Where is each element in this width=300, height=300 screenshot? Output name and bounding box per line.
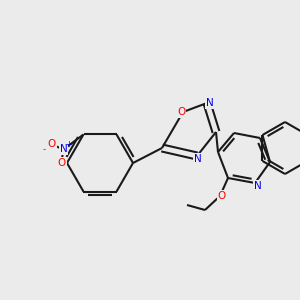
Text: N: N xyxy=(60,144,68,154)
Text: N: N xyxy=(206,98,214,108)
Text: O: O xyxy=(57,158,66,168)
Text: -: - xyxy=(43,145,46,154)
Text: O: O xyxy=(177,107,185,117)
Text: N: N xyxy=(254,181,262,191)
Text: O: O xyxy=(218,191,226,201)
Text: +: + xyxy=(65,140,72,149)
Text: O: O xyxy=(47,140,56,149)
Text: N: N xyxy=(194,154,202,164)
